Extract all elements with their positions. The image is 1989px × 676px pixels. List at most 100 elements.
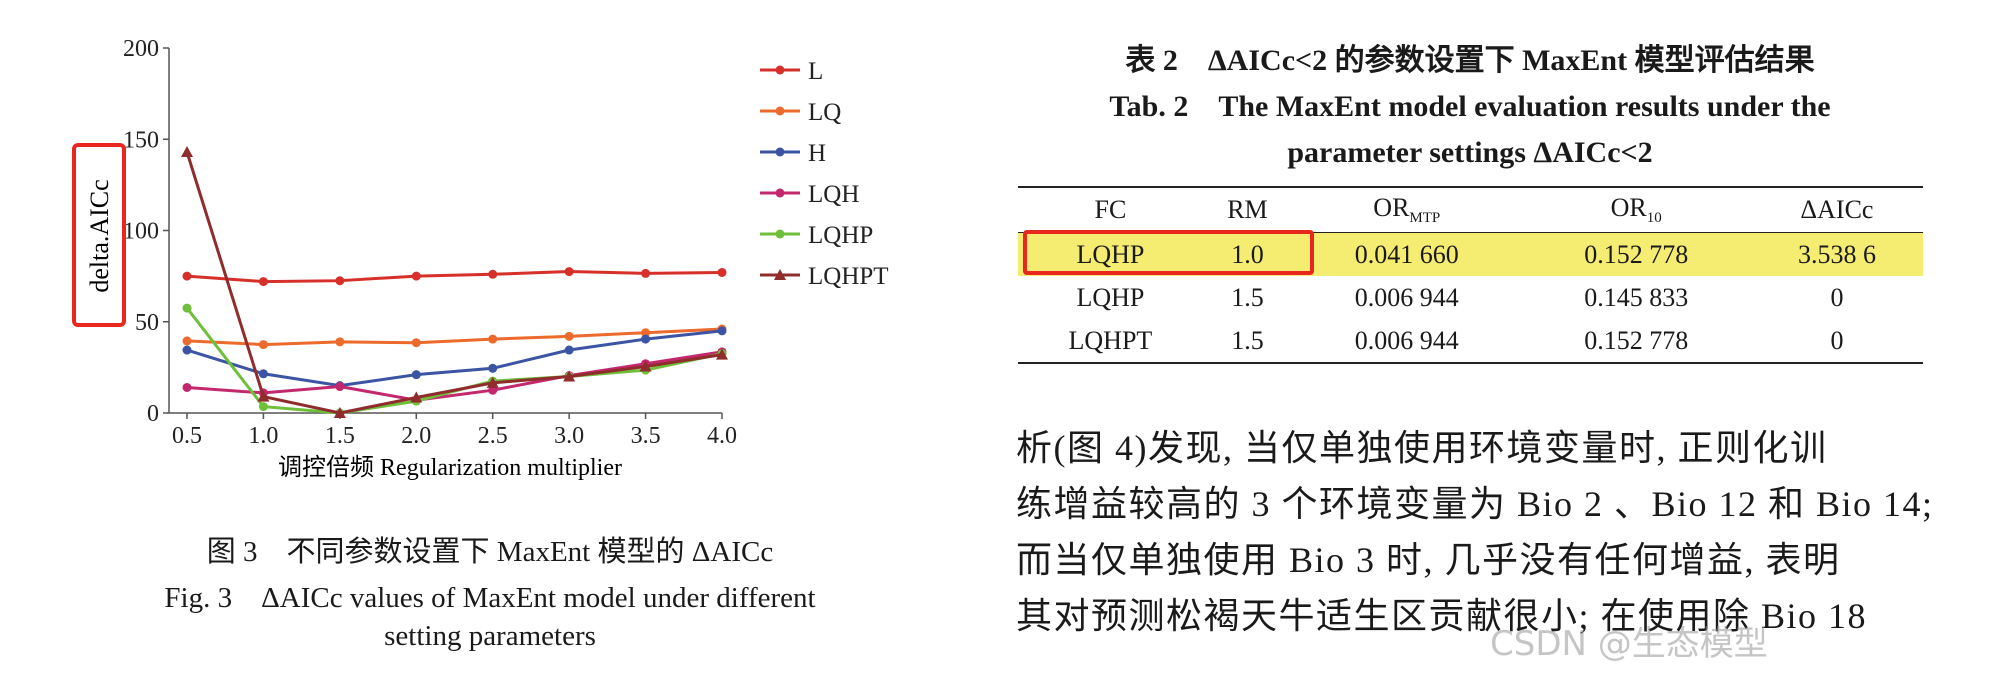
series-l	[182, 267, 727, 287]
x-tick-label: 1.5	[325, 423, 355, 449]
table-caption-en-line1: Tab. 2 The MaxEnt model evaluation resul…	[1109, 90, 1831, 123]
data-point	[182, 345, 192, 355]
legend-label: LQHPT	[808, 263, 889, 290]
legend-item: LQHP	[760, 222, 873, 249]
chart-ticks: 0.5 1.0 1.5 2.0 2.5 3.0 3.5 4.0 0 50 100 150 200	[123, 36, 737, 449]
highlight-annotation-box	[1023, 230, 1314, 275]
data-point	[641, 334, 651, 344]
data-point	[181, 146, 193, 158]
cell-fc: LQHP	[1018, 232, 1203, 276]
legend-label: LQHP	[808, 222, 873, 249]
y-axis-label: delta.AICc	[85, 179, 114, 292]
axis-label-annotation-box	[72, 143, 126, 327]
cell-or10: 0.145 833	[1584, 282, 1689, 312]
x-tick-label: 2.0	[401, 423, 431, 449]
cell-delta-aicc: 3.538 6	[1750, 232, 1923, 276]
legend-item: H	[760, 140, 826, 167]
y-tick-label: 200	[123, 36, 159, 62]
table-header-row: FC RM ORMTP OR10 ΔAICc	[1018, 187, 1923, 233]
data-point	[335, 382, 345, 392]
cell-delta-aicc: 0	[1830, 325, 1844, 355]
data-point	[488, 269, 498, 279]
y-tick-label: 0	[147, 401, 159, 427]
header-rm: RM	[1227, 195, 1268, 224]
legend-label: LQ	[808, 99, 841, 126]
cell-fc: LQHP	[1076, 282, 1145, 312]
x-tick-label: 3.0	[554, 423, 584, 449]
data-point	[488, 363, 498, 373]
cell-or-mtp: 0.041 660	[1292, 232, 1522, 276]
table-2-block: 表 2 ΔAICc<2 的参数设置下 MaxEnt 模型评估结果 Tab. 2 …	[1010, 38, 1930, 363]
cell-rm: 1.5	[1231, 325, 1264, 355]
series-line	[186, 327, 723, 347]
data-point	[335, 337, 345, 347]
figure-caption-en-line1: Fig. 3 ΔAICc values of MaxEnt model unde…	[164, 582, 816, 614]
data-point	[411, 271, 421, 281]
cell-fc: LQHPT	[1068, 325, 1153, 355]
data-point	[488, 334, 498, 344]
data-point	[641, 268, 651, 278]
data-point	[639, 360, 652, 372]
cell-delta-aicc: 0	[1830, 282, 1844, 312]
data-point	[564, 331, 574, 341]
data-point	[258, 369, 268, 379]
series-line	[185, 151, 723, 415]
legend-item: LQH	[760, 181, 859, 208]
data-point	[258, 340, 268, 350]
figure-caption-en-line2: setting parameters	[384, 620, 596, 652]
header-or-mtp: ORMTP	[1373, 192, 1441, 227]
chart-series	[181, 146, 728, 418]
body-line: 练增益较高的 3 个环境变量为 Bio 2 、Bio 12 和 Bio 14;	[1016, 484, 1934, 524]
header-fc: FC	[1094, 195, 1127, 224]
evaluation-results-table: FC RM ORMTP OR10 ΔAICc LQHP 1.0 0.041 66…	[1018, 186, 1923, 364]
series-lq	[182, 324, 727, 350]
x-tick-label: 1.0	[248, 423, 278, 449]
body-line: 而当仅单独使用 Bio 3 时, 几乎没有任何增益, 表明	[1016, 540, 1841, 580]
series-line	[186, 350, 723, 402]
data-point	[564, 345, 574, 355]
cell-rm: 1.0	[1202, 232, 1293, 276]
x-tick-label: 4.0	[707, 423, 737, 449]
data-point	[333, 407, 346, 418]
legend-swatch-marker	[775, 65, 785, 75]
legend-swatch-marker	[775, 188, 785, 198]
legend-swatch-marker	[775, 147, 785, 157]
data-point	[716, 348, 728, 360]
data-point	[410, 391, 423, 403]
legend-swatch-marker	[775, 106, 785, 116]
watermark-text: CSDN @生态模型	[1490, 624, 1768, 664]
data-point	[258, 277, 268, 287]
header-or10: OR10	[1610, 192, 1662, 227]
legend-item: L	[760, 58, 823, 85]
cell-or-mtp: 0.006 944	[1354, 282, 1459, 312]
data-point	[411, 338, 421, 348]
table-row: LQHP 1.5 0.006 944 0.145 833 0	[1018, 276, 1923, 319]
data-point	[717, 326, 727, 336]
data-point	[563, 370, 576, 382]
data-point	[488, 385, 498, 395]
body-line: 析(图 4)发现, 当仅单独使用环境变量时, 正则化训	[1016, 428, 1828, 468]
legend-swatch-marker	[775, 229, 785, 239]
figure-caption-cn: 图 3 不同参数设置下 MaxEnt 模型的 ΔAICc	[206, 536, 774, 568]
legend-item: LQ	[760, 99, 841, 126]
data-point	[182, 303, 192, 313]
data-point	[257, 390, 270, 402]
legend-swatch-marker	[774, 269, 786, 280]
data-point	[258, 402, 268, 412]
cell-or-mtp: 0.006 944	[1354, 325, 1459, 355]
data-point	[182, 382, 192, 392]
series-h	[182, 326, 727, 391]
cell-or10: 0.152 778	[1521, 232, 1751, 276]
data-point	[182, 271, 192, 281]
y-tick-label: 150	[123, 127, 159, 153]
body-paragraph: 析(图 4)发现, 当仅单独使用环境变量时, 正则化训 练增益较高的 3 个环境…	[1016, 420, 1966, 644]
data-point	[564, 267, 574, 277]
cell-rm: 1.5	[1231, 282, 1264, 312]
x-axis-label: 调控倍频 Regularization multiplier	[278, 454, 622, 481]
delta-aicc-line-chart: 0.5 1.0 1.5 2.0 2.5 3.0 3.5 4.0 0 50 100 150 200 L LQ…	[85, 36, 889, 481]
data-point	[182, 336, 192, 346]
x-tick-label: 2.5	[478, 423, 508, 449]
figure-3: 0.5 1.0 1.5 2.0 2.5 3.0 3.5 4.0 0 50 100 150 200 L LQ…	[0, 0, 980, 676]
data-point	[641, 328, 651, 338]
